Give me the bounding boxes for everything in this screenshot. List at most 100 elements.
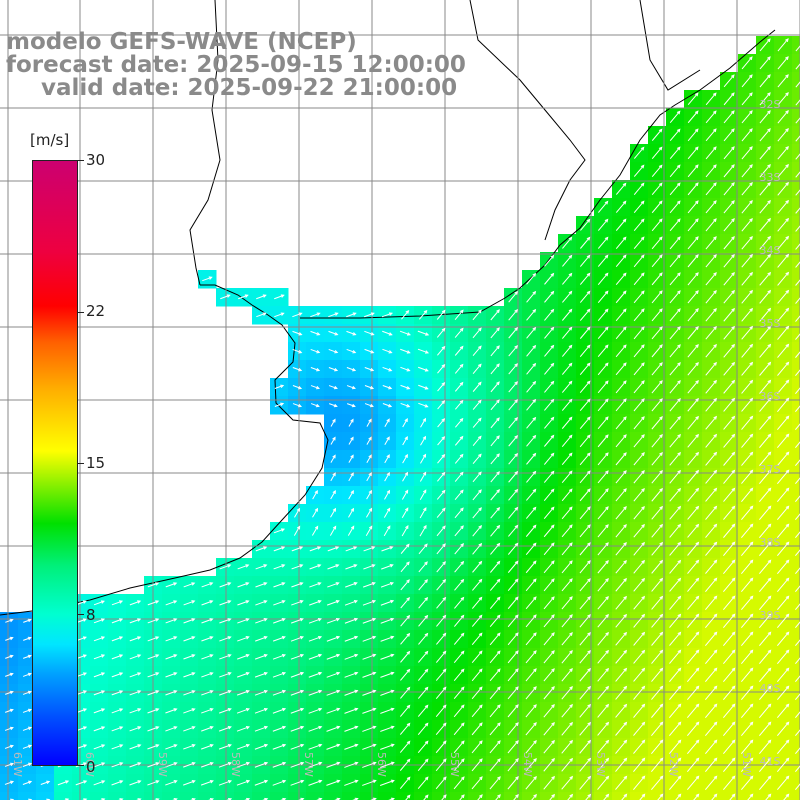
wind-arrow-head (605, 703, 610, 708)
wind-arrow-head (83, 726, 88, 730)
wind-arrow (633, 254, 645, 268)
wind-arrow-shaft (312, 490, 318, 500)
wind-arrow-shaft (453, 668, 465, 682)
wind-arrow (201, 744, 214, 750)
wind-arrow-head (622, 290, 627, 295)
wind-arrow-shaft (507, 668, 519, 682)
wind-arrow (561, 380, 573, 393)
wind-arrow (526, 434, 537, 447)
wind-arrow-shaft (776, 595, 790, 611)
wind-arrow-shaft (508, 327, 518, 339)
wind-arrow-head (713, 541, 718, 546)
wind-arrow (454, 560, 465, 573)
wind-arrow-shaft (525, 740, 537, 754)
wind-arrow (777, 217, 790, 232)
wind-arrow (687, 559, 700, 574)
wind-arrow-head (622, 200, 627, 205)
wind-arrow-head (677, 290, 681, 295)
wind-arrow (273, 528, 286, 534)
wind-arrow (334, 797, 341, 800)
wind-arrow (326, 707, 341, 714)
wind-arrow (471, 776, 483, 790)
wind-arrow-head (605, 613, 609, 618)
wind-arrow-head (317, 546, 322, 550)
wind-arrow (543, 470, 555, 483)
wind-arrow (254, 689, 269, 696)
wind-arrow-head (587, 793, 592, 798)
wind-arrow-shaft (687, 434, 699, 448)
wind-arrow-head (622, 254, 627, 259)
wind-arrow-shaft (561, 399, 573, 411)
wind-arrow-shaft (579, 398, 591, 412)
wind-cell (198, 792, 217, 800)
wind-arrow-head (713, 290, 717, 294)
wind-arrow-shaft (147, 672, 159, 678)
wind-arrow (380, 581, 395, 588)
wind-arrow-shaft (795, 243, 800, 250)
wind-arrow-shaft (759, 110, 771, 124)
wind-arrow (472, 381, 482, 392)
wind-arrow-head (785, 145, 789, 150)
wind-arrow (526, 470, 537, 483)
wind-arrow (758, 631, 772, 647)
wind-arrow-head (694, 146, 699, 151)
wind-arrow-head (640, 290, 645, 295)
wind-arrow-head (587, 685, 591, 690)
wind-arrow-head (551, 721, 555, 726)
wind-arrow-head (460, 686, 465, 691)
wind-arrow-head (605, 721, 610, 726)
wind-arrow-head (658, 128, 663, 133)
wind-arrow-head (478, 542, 483, 547)
wind-arrow-shaft (651, 290, 663, 304)
wind-arrow (22, 708, 32, 713)
wind-arrow-head (424, 794, 429, 799)
colorbar-label-max: 30 (86, 151, 106, 169)
wind-arrow-shaft (346, 385, 356, 389)
wind-arrow-head (496, 399, 500, 404)
wind-arrow-shaft (669, 326, 681, 340)
wind-arrow-shaft (723, 326, 735, 340)
wind-arrow-head (118, 600, 124, 604)
wind-arrow-head (405, 309, 410, 314)
wind-arrow-shaft (237, 636, 249, 642)
wind-arrow-shaft (777, 344, 789, 358)
wind-arrow (579, 631, 591, 646)
wind-arrow-shaft (794, 747, 800, 755)
wind-arrow (758, 703, 772, 719)
wind-arrow (380, 617, 395, 624)
wind-arrow-shaft (621, 794, 627, 800)
wind-arrow (669, 272, 681, 286)
wind-arrow-shaft (722, 649, 736, 665)
wind-arrow (615, 272, 627, 286)
wind-arrow-head (514, 614, 519, 619)
wind-arrow (346, 348, 357, 354)
wind-arrow (651, 308, 663, 322)
wind-cell (792, 522, 800, 541)
wind-arrow-head (477, 417, 482, 422)
wind-arrow-head (641, 793, 646, 798)
wind-arrow-shaft (777, 416, 789, 430)
wind-arrow-shaft (508, 363, 518, 375)
wind-arrow-shaft (345, 546, 357, 552)
wind-arrow-shaft (705, 416, 717, 430)
wind-arrow-shaft (687, 326, 699, 340)
wind-arrow (741, 433, 754, 448)
wind-arrow (759, 433, 772, 448)
wind-arrow-shaft (274, 294, 284, 300)
wind-arrow-head (533, 668, 537, 673)
wind-arrow (561, 650, 573, 664)
wind-arrow (490, 435, 500, 447)
wind-arrow-head (550, 254, 555, 259)
wind-arrow (579, 488, 591, 502)
wind-arrow (508, 488, 519, 501)
wind-arrow-head (677, 541, 682, 546)
wind-arrow-shaft (330, 437, 336, 445)
wind-arrow-shaft (687, 452, 699, 466)
wind-arrow-shaft (579, 740, 591, 754)
wind-arrow-shaft (686, 721, 700, 737)
wind-arrow (723, 343, 736, 358)
wind-arrow-shaft (758, 559, 772, 575)
wind-arrow-shaft (418, 561, 428, 573)
wind-arrow (561, 434, 573, 447)
wind-arrow (723, 415, 736, 430)
